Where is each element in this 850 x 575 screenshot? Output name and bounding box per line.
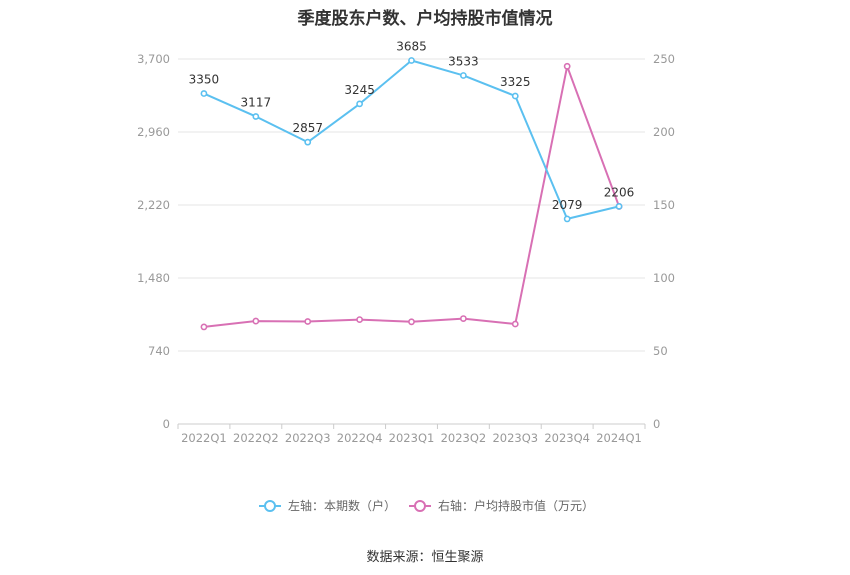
right-tick-label: 200 [653,125,675,139]
series-layer: 3350 3117 2857 3245 3685 3533 3325 2079 2206 [189,39,635,331]
data-point [459,72,467,79]
right-tick-label: 0 [653,417,660,431]
right-axis-ticks: 0 50 100 150 200 250 [653,52,675,431]
data-label: 3245 [344,83,375,97]
right-tick-label: 100 [653,271,675,285]
data-label: 2079 [552,198,583,212]
x-tick-label: 2023Q4 [544,431,590,445]
data-point [459,315,467,322]
data-point [511,320,519,328]
data-label: 3533 [448,54,479,68]
data-point [563,215,571,223]
data-point [356,100,364,108]
x-tick-label: 2022Q3 [285,431,331,445]
right-tick-label: 150 [653,198,675,212]
data-label: 2857 [292,121,323,135]
data-point [200,90,208,97]
data-source: 数据来源：恒生聚源 [366,550,484,565]
x-tick-label: 2023Q3 [492,431,538,445]
legend-label: 右轴：户均持股市值（万元） [438,498,594,513]
x-tick-label: 2022Q2 [233,431,279,445]
data-point [304,318,312,325]
left-tick-label: 1,480 [137,271,170,285]
left-tick-label: 0 [163,417,170,431]
data-point [304,138,312,146]
data-point [408,57,415,64]
data-label: 2206 [604,185,635,199]
chart-title: 季度股东户数、户均持股市值情况 [297,9,553,29]
left-tick-label: 2,960 [137,125,170,139]
data-label: 3350 [189,73,220,87]
legend-label: 左轴：本期数（户） [288,498,396,513]
legend-marker [264,500,276,512]
data-point [563,62,571,70]
left-axis-ticks: 0 740 1,480 2,220 2,960 3,700 [137,52,170,431]
x-tick-label: 2022Q1 [181,431,227,445]
legend: 左轴：本期数（户） 右轴：户均持股市值（万元） [259,498,594,513]
x-tick-label: 2023Q1 [389,431,435,445]
data-point [511,92,519,100]
data-label: 3117 [241,96,272,110]
left-tick-label: 740 [148,344,170,358]
x-tick-label: 2023Q2 [441,431,487,445]
data-point [252,113,260,120]
left-tick-label: 3,700 [137,52,170,66]
data-point [356,316,364,324]
data-point [408,318,415,326]
legend-marker [414,500,426,512]
data-label: 3325 [500,75,531,89]
right-tick-label: 50 [653,344,668,358]
left-tick-label: 2,220 [137,198,170,212]
right-tick-label: 250 [653,52,675,66]
data-point [200,323,208,331]
data-label: 3685 [396,39,427,53]
series-line-1 [203,59,620,220]
x-axis: 2022Q1 2022Q2 2022Q3 2022Q4 2023Q1 2023Q2 2023… [177,423,646,445]
data-point [615,202,623,210]
x-tick-label: 2024Q1 [596,431,642,445]
x-tick-label: 2022Q4 [337,431,383,445]
data-point [252,317,260,325]
